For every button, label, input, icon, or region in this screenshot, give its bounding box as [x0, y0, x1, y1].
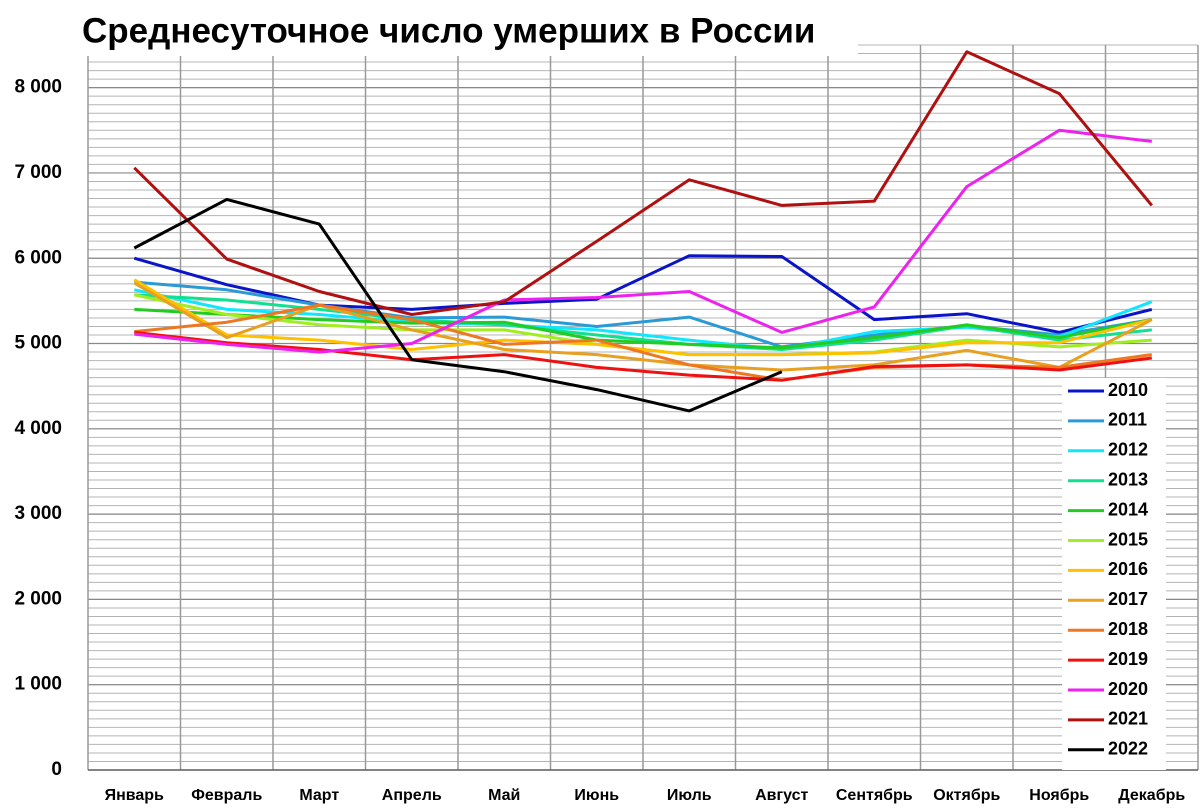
lines	[133, 50, 1153, 413]
y-tick-label: 2 000	[14, 588, 62, 609]
legend-bg	[1062, 378, 1166, 770]
y-tick-label: 4 000	[14, 418, 62, 439]
series-line	[134, 128, 1152, 354]
y-tick-label: 3 000	[14, 503, 62, 524]
legend-label: 2013	[1108, 469, 1148, 489]
legend-label: 2016	[1108, 559, 1148, 579]
title-bg	[78, 10, 858, 56]
y-tick-label: 0	[51, 759, 62, 780]
x-tick-label: Июль	[667, 787, 712, 804]
x-tick-label: Декабрь	[1118, 787, 1185, 804]
x-tick-label: Январь	[105, 787, 164, 804]
series-line	[133, 50, 1153, 316]
y-tick-label: 8 000	[14, 77, 62, 98]
series-line	[134, 330, 1152, 382]
legend: 2010 2011 2012 2013 2014 2015 2016 2017 2018 2019…	[1068, 380, 1148, 759]
x-tick-label: Июнь	[574, 787, 619, 804]
legend-label: 2022	[1108, 739, 1148, 759]
series-line	[133, 278, 1153, 357]
series-line	[133, 281, 1153, 372]
x-tick-label: Март	[299, 787, 339, 804]
y-tick-label: 5 000	[14, 333, 62, 354]
legend-label: 2018	[1108, 619, 1148, 639]
legend-label: 2015	[1108, 529, 1148, 549]
y-tick-label: 6 000	[14, 247, 62, 268]
x-tick-label: Сентябрь	[836, 787, 913, 804]
legend-label: 2014	[1108, 499, 1148, 519]
x-tick-label: Май	[488, 787, 520, 804]
x-tick-label: Ноябрь	[1029, 787, 1089, 804]
legend-label: 2021	[1108, 709, 1148, 729]
legend-label: 2020	[1108, 679, 1148, 699]
legend-label: 2017	[1108, 589, 1148, 609]
y-tick-label: 7 000	[14, 162, 62, 183]
legend-label: 2010	[1108, 380, 1148, 400]
series-line	[134, 307, 1153, 350]
x-tick-label: Октябрь	[933, 787, 1000, 804]
legend-label: 2019	[1108, 649, 1148, 669]
x-tick-label: Август	[755, 787, 808, 804]
series-line	[133, 197, 783, 413]
legend-label: 2011	[1108, 410, 1147, 430]
x-tick-label: Апрель	[382, 787, 442, 804]
chart-title: Среднесуточное число умерших в России	[82, 11, 815, 50]
x-tick-label: Февраль	[191, 787, 262, 804]
y-tick-label: 1 000	[14, 674, 62, 695]
legend-label: 2012	[1108, 440, 1148, 460]
